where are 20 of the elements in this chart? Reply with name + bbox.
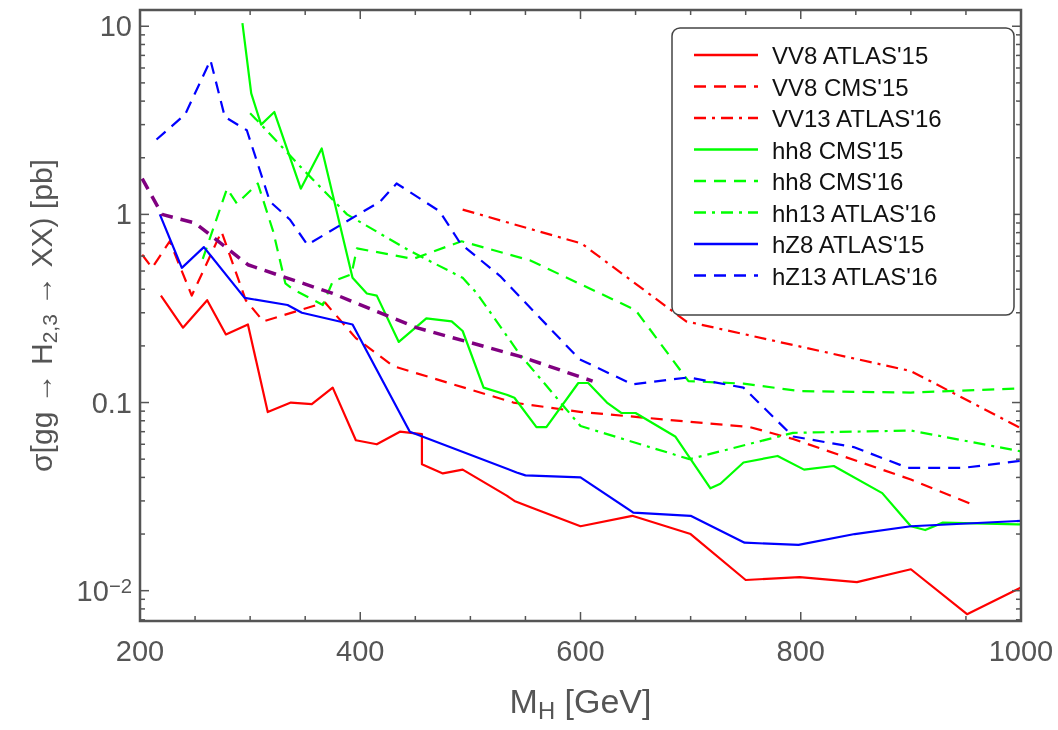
- x-tick-label: 400: [336, 635, 385, 667]
- legend-label: VV8 CMS'15: [772, 73, 909, 101]
- line-series: [159, 294, 1021, 616]
- y-tick-label: 10: [99, 10, 132, 43]
- x-tick-label: 200: [115, 635, 165, 667]
- x-tick-label: 1000: [988, 635, 1054, 667]
- legend-label: hh8 CMS'16: [772, 168, 904, 195]
- legend-label: VV13 ATLAS'16: [772, 105, 942, 132]
- x-tick-label: 600: [556, 635, 605, 667]
- y-tick-label: 0.1: [91, 386, 132, 419]
- legend-label: hh8 CMS'15: [772, 136, 904, 164]
- legend-label: hh13 ATLAS'16: [772, 199, 937, 227]
- line-series: [140, 176, 595, 383]
- y-tick-label: 10$^{−2}$: [76, 574, 132, 607]
- legend-label: hZ8 ATLAS'15: [772, 231, 925, 258]
- x-tick-label: 800: [776, 635, 825, 667]
- x-axis-title: M$_{H}$ [GeV]: [509, 682, 652, 724]
- y-tick-label: 1: [115, 198, 132, 231]
- legend-label: VV8 ATLAS'15: [772, 42, 929, 69]
- legend-label: hZ13 ATLAS'16: [772, 262, 938, 290]
